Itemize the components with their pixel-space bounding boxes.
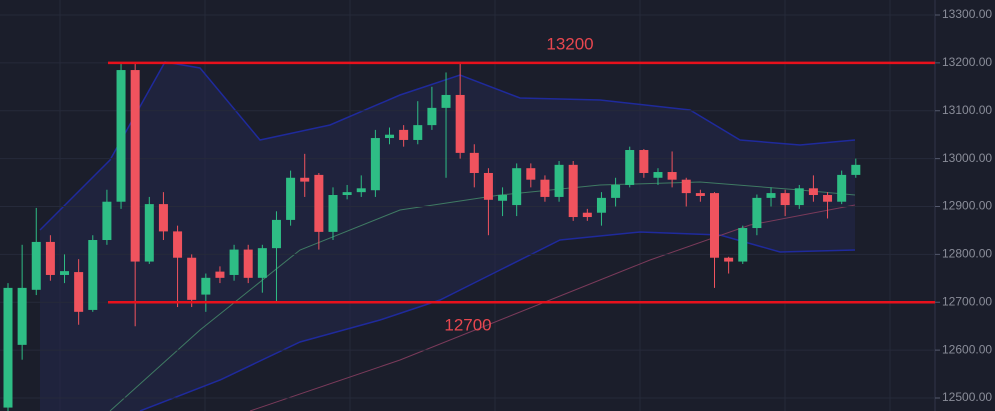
candle-body	[837, 174, 847, 202]
y-tick-label: 13300.00	[942, 7, 992, 21]
candle-body	[215, 271, 225, 278]
y-tick-label: 13100.00	[942, 103, 992, 117]
candle-body	[356, 188, 366, 193]
level-label: 12700	[444, 316, 491, 335]
candle-body	[427, 107, 437, 126]
candle-body	[17, 287, 27, 345]
candle-body	[130, 70, 140, 262]
y-tick-label: 12700.00	[942, 294, 992, 308]
candle-body	[780, 193, 790, 206]
candle-body	[512, 168, 522, 206]
candle-body	[540, 179, 550, 197]
candle-body	[45, 241, 55, 275]
band-fill	[40, 62, 855, 411]
candle-body	[681, 179, 691, 194]
candle-body	[158, 204, 168, 232]
candle-body	[271, 219, 281, 249]
candle-body	[483, 172, 493, 200]
candle-body	[201, 277, 211, 295]
candle-body	[823, 195, 833, 202]
candle-body	[229, 249, 239, 275]
candle-body	[314, 174, 324, 232]
candle-body	[342, 192, 352, 196]
candle-body	[102, 201, 112, 241]
candle-body	[752, 197, 762, 229]
y-tick-label: 12900.00	[942, 199, 992, 213]
candle-body	[653, 172, 663, 178]
candle-body	[582, 212, 592, 218]
candle-body	[60, 271, 70, 275]
candle-body	[328, 195, 338, 232]
candle-body	[738, 228, 748, 262]
candle-body	[257, 248, 267, 278]
candle-body	[667, 172, 677, 180]
y-tick-label: 12500.00	[942, 390, 992, 404]
candle-body	[300, 177, 310, 182]
candle-body	[31, 241, 41, 290]
candle-body	[243, 249, 253, 278]
candle-body	[625, 150, 635, 185]
candle-body	[3, 287, 13, 408]
candle-body	[568, 164, 578, 218]
candle-body	[88, 240, 98, 310]
candle-body	[116, 70, 126, 202]
y-tick-label: 13200.00	[942, 55, 992, 69]
y-tick-label: 12600.00	[942, 342, 992, 356]
ma-line	[249, 204, 856, 411]
candle-body	[639, 150, 649, 173]
candle-body	[385, 134, 395, 139]
candle-body	[469, 152, 479, 173]
y-tick-label: 12800.00	[942, 247, 992, 261]
candle-body	[399, 129, 409, 140]
candle-body	[526, 168, 536, 180]
candle-body	[173, 231, 183, 258]
y-tick-label: 13000.00	[942, 151, 992, 165]
candle-body	[455, 94, 465, 153]
candle-body	[710, 193, 719, 258]
candle-body	[187, 257, 197, 300]
candle-body	[851, 164, 861, 175]
candle-body	[766, 193, 776, 198]
candle-body	[695, 193, 705, 196]
level-label: 13200	[546, 34, 593, 53]
plot: 13300.00 13200.00 13100.00 13000.00 12900.00…	[0, 7, 992, 411]
candle-body	[441, 94, 451, 108]
candle-body	[144, 204, 154, 262]
candle-body	[370, 138, 380, 191]
candle-body	[611, 184, 621, 198]
candle-body	[286, 177, 296, 220]
candle-body	[724, 257, 734, 262]
candle-body	[808, 188, 818, 196]
candle-body	[596, 197, 606, 213]
candle-body	[554, 164, 564, 197]
candle-body	[413, 125, 423, 140]
candle-body	[794, 188, 804, 206]
candle-body	[498, 195, 508, 201]
candle-body	[74, 272, 84, 312]
